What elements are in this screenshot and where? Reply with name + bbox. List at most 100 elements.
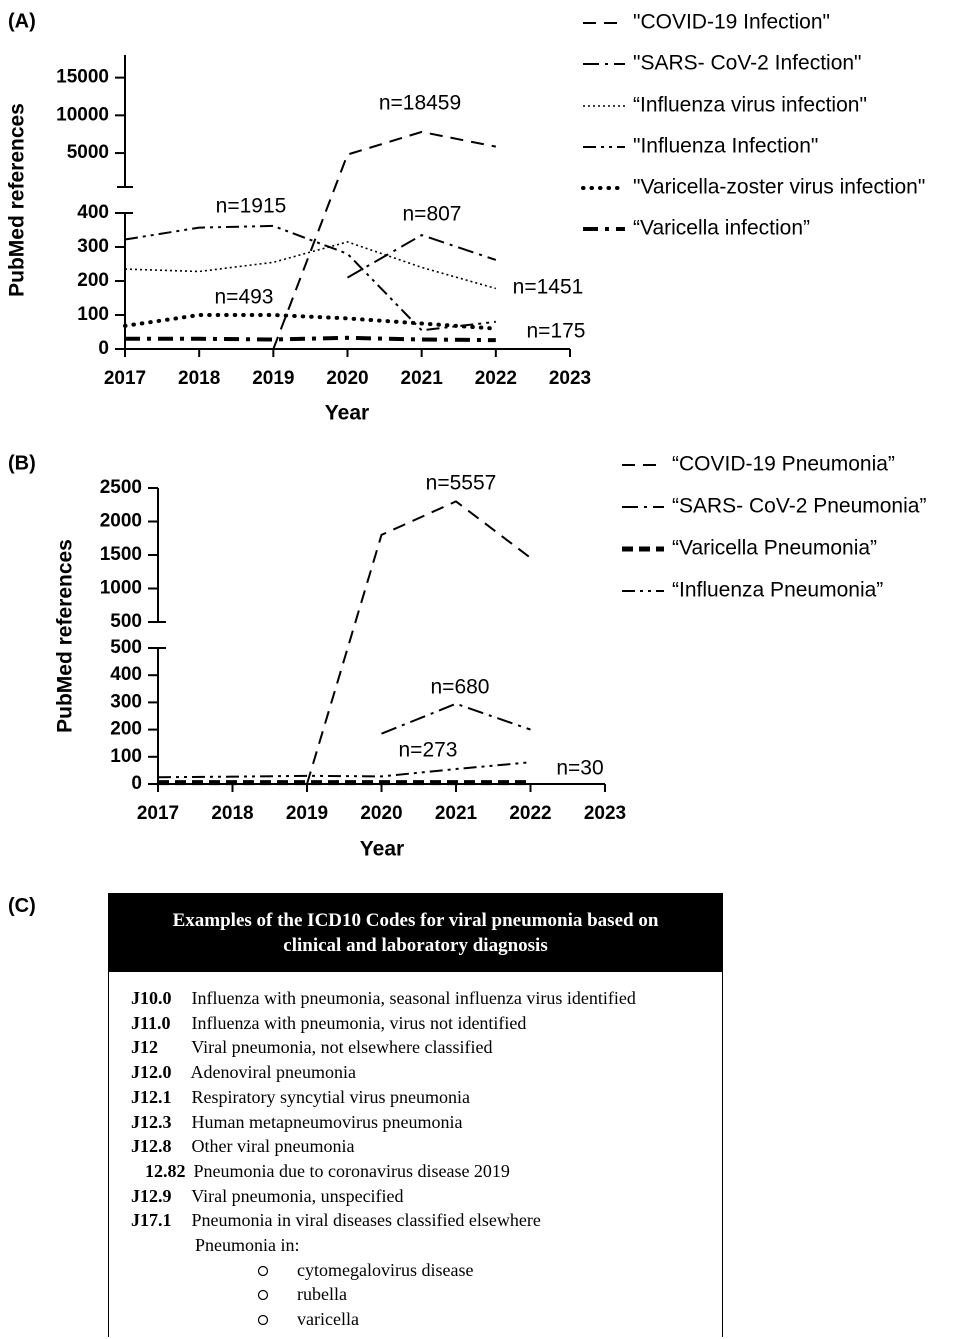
- y-tick-label: 100: [110, 746, 142, 767]
- x-tick-label: 2022: [475, 368, 517, 389]
- charts: (A) PubMed references Year 2017 2018 2019 2020…: [6, 10, 927, 860]
- annotation: n=30: [556, 757, 603, 780]
- x-tick-label: 2022: [509, 803, 551, 824]
- x-tick-label: 2021: [435, 803, 478, 824]
- icd-description: Influenza with pneumonia, virus not iden…: [191, 1012, 527, 1033]
- legend-label: "Varicella-zoster virus infection": [633, 176, 925, 199]
- table-row: J12.1 Respiratory syncytial virus pneumo…: [131, 1085, 722, 1110]
- legend-label: "Influenza Infection": [633, 135, 818, 158]
- y-tick-label: 0: [98, 338, 109, 359]
- series-line: [347, 234, 497, 279]
- y-tick-label: 200: [110, 719, 142, 740]
- series-line: [381, 702, 531, 735]
- y-tick-label: 5000: [67, 142, 109, 163]
- annotation: n=18459: [379, 92, 461, 115]
- y-tick-label: 400: [110, 664, 142, 685]
- y-tick-label: 0: [131, 773, 142, 794]
- sub-item: rubella: [131, 1282, 722, 1307]
- panel-label: (A): [8, 10, 36, 32]
- table-row: J12.8 Other viral pneumonia: [131, 1134, 722, 1159]
- sub-item-text: rubella: [297, 1284, 347, 1305]
- x-tick-label: 2018: [178, 368, 220, 389]
- icd-code: J10.0: [131, 988, 172, 1008]
- x-tick-label: 2018: [211, 803, 253, 824]
- y-tick-label: 500: [110, 611, 142, 632]
- legend-label: “Influenza virus infection": [633, 94, 867, 117]
- y-tick-label: 300: [77, 236, 109, 257]
- y-tick-label: 500: [110, 637, 142, 658]
- series-line: [272, 130, 497, 350]
- sub-heading: Pneumonia in:: [195, 1235, 300, 1256]
- icd-code: J11.0: [131, 1012, 171, 1033]
- bullet: [257, 1282, 297, 1307]
- line-chart: (B) PubMed references Year 2017 2018 2019 2020…: [8, 452, 926, 860]
- legend-label: "SARS- CoV-2 Infection": [633, 52, 862, 75]
- y-tick-label: 400: [77, 202, 109, 223]
- annotation: n=5557: [426, 472, 497, 495]
- bullet-circle: [257, 1265, 269, 1276]
- icd-description: Pneumonia due to coronavirus disease 201…: [193, 1160, 510, 1181]
- icd-description: Influenza with pneumonia, seasonal influ…: [191, 988, 636, 1008]
- icd-code: J12.8: [131, 1136, 172, 1157]
- sub-item: varicella: [131, 1307, 722, 1332]
- annotation: n=1451: [513, 276, 584, 299]
- x-tick-label: 2019: [252, 368, 294, 389]
- annotation: n=273: [399, 739, 458, 762]
- icd-code: J12.9: [131, 1185, 172, 1206]
- y-tick-label: 10000: [56, 104, 109, 125]
- table-row: J11.0 Influenza with pneumonia, virus no…: [131, 1011, 722, 1036]
- legend-label: “COVID-19 Pneumonia”: [672, 453, 895, 476]
- x-tick-label: 2017: [137, 803, 179, 824]
- x-axis-label: Year: [360, 838, 404, 861]
- y-tick-label: 2500: [100, 477, 142, 498]
- x-tick-label: 2021: [401, 368, 444, 389]
- table-row: J12 Viral pneumonia, not elsewhere class…: [131, 1035, 722, 1060]
- icd-description: Respiratory syncytial virus pneumonia: [191, 1086, 470, 1107]
- icd-description: Human metapneumovirus pneumonia: [191, 1111, 463, 1132]
- legend-label: “SARS- CoV-2 Pneumonia”: [672, 495, 926, 518]
- icd-code: J12: [131, 1037, 158, 1058]
- bullet-circle: [257, 1315, 269, 1326]
- table-row: J12.0 Adenoviral pneumonia: [131, 1060, 722, 1085]
- bullet: [257, 1258, 297, 1283]
- y-axis-label: PubMed references: [54, 539, 77, 733]
- x-tick-label: 2020: [326, 368, 368, 389]
- icd-code: J12.1: [131, 1086, 172, 1107]
- y-tick-label: 15000: [56, 67, 109, 88]
- icd-table: Examples of the ICD10 Codes for viral pn…: [108, 893, 723, 1337]
- table-row: J12.3 Human metapneumovirus pneumonia: [131, 1110, 722, 1135]
- icd-description: Adenoviral pneumonia: [190, 1062, 356, 1083]
- annotation: n=493: [215, 286, 274, 309]
- bullet: [257, 1307, 297, 1332]
- x-tick-label: 2019: [286, 803, 328, 824]
- table-row: 12.82 Pneumonia due to coronavirus disea…: [131, 1159, 722, 1184]
- sub-item-text: varicella: [297, 1309, 359, 1330]
- x-tick-label: 2017: [104, 368, 146, 389]
- icd-description: Pneumonia in viral diseases classified e…: [191, 1210, 541, 1231]
- icd-code: J12.0: [131, 1062, 172, 1083]
- bullet-circle: [257, 1290, 269, 1301]
- y-tick-label: 200: [77, 270, 109, 291]
- x-axis-label: Year: [325, 402, 369, 425]
- x-tick-label: 2023: [549, 368, 591, 389]
- series-line: [306, 500, 532, 785]
- y-axis-label: PubMed references: [6, 103, 29, 297]
- annotation: n=680: [431, 676, 490, 699]
- icd-code: J17.1: [131, 1210, 172, 1231]
- icd-description: Viral pneumonia, not elsewhere classifie…: [191, 1037, 493, 1058]
- y-tick-label: 1000: [100, 578, 142, 599]
- table-row: J17.1 Pneumonia in viral diseases classi…: [131, 1208, 722, 1233]
- series-line: [124, 224, 496, 332]
- table-row: J10.0 Influenza with pneumonia, seasonal…: [131, 986, 722, 1011]
- x-tick-label: 2023: [584, 803, 626, 824]
- icd-code: 12.82: [145, 1160, 186, 1181]
- y-tick-label: 2000: [100, 511, 142, 532]
- y-tick-label: 100: [77, 304, 109, 325]
- icd-code: J12.3: [131, 1111, 172, 1132]
- sub-item: cytomegalovirus disease: [131, 1258, 722, 1283]
- legend-label: “Influenza Pneumonia”: [672, 579, 883, 602]
- series-line: [124, 241, 497, 290]
- icd-description: Other viral pneumonia: [191, 1136, 355, 1157]
- table-body: J10.0 Influenza with pneumonia, seasonal…: [109, 972, 722, 1332]
